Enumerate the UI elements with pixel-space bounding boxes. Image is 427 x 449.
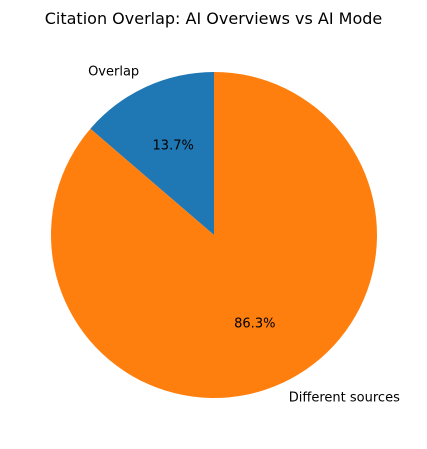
pie-slice-different-sources (50, 72, 378, 398)
pie-category-label: Overlap (88, 65, 139, 80)
pie-pct-label: 13.7% (153, 139, 194, 154)
pie-category-label: Different sources (289, 390, 400, 405)
pie-slice-overlap (90, 72, 214, 235)
pie-labels: 13.7% Overlap 86.3% Different sources (88, 65, 400, 406)
pie-slices (50, 72, 378, 398)
pie-pct-label: 86.3% (234, 316, 275, 331)
chart-title: Citation Overlap: AI Overviews vs AI Mod… (45, 9, 383, 28)
